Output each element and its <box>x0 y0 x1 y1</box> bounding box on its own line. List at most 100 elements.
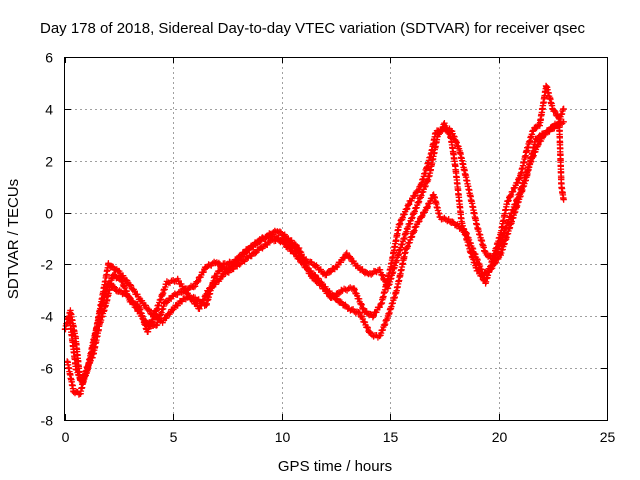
y-tick-label: -8 <box>41 413 54 429</box>
series-track-a <box>61 82 567 384</box>
data-point <box>560 105 567 113</box>
data-point <box>364 324 371 332</box>
y-tick-label: 6 <box>45 50 53 66</box>
data-point <box>215 268 223 275</box>
data-point <box>376 266 384 273</box>
data-point <box>292 241 300 249</box>
data-point <box>181 286 189 293</box>
data-point <box>236 261 243 268</box>
data-point <box>370 333 377 340</box>
data-point <box>546 127 553 134</box>
data-point <box>108 263 116 270</box>
y-axis-label: SDTVAR / TECUs <box>5 179 22 299</box>
data-point <box>545 128 552 135</box>
data-point <box>560 118 567 126</box>
axis-ticks: 0 5 10 15 20 25 -8 -6 -4 -2 0 2 4 6 <box>41 50 616 446</box>
data-point <box>194 278 201 286</box>
y-tick-label: 2 <box>45 154 53 170</box>
data-point <box>276 228 284 235</box>
data-point <box>411 192 419 199</box>
data-point <box>403 206 410 213</box>
data-point <box>509 188 517 195</box>
data-point <box>226 264 233 272</box>
x-tick-label: 10 <box>275 429 291 445</box>
x-tick-label: 15 <box>383 429 399 445</box>
data-point <box>343 249 350 257</box>
data-point <box>145 306 152 313</box>
data-point <box>196 305 203 312</box>
data-point <box>552 108 559 116</box>
data-point <box>195 277 202 284</box>
data-point <box>325 290 332 297</box>
data-point <box>551 107 558 114</box>
data-point <box>419 212 426 220</box>
data-point <box>326 268 334 276</box>
data-point <box>516 175 523 182</box>
data-point <box>149 310 157 317</box>
x-tick-label: 25 <box>600 429 616 445</box>
y-tick-label: 4 <box>45 102 53 118</box>
data-point <box>487 266 495 273</box>
data-point <box>337 298 344 305</box>
data-point <box>416 218 423 225</box>
chart-title: Day 178 of 2018, Sidereal Day-to-day VTE… <box>40 20 585 37</box>
series-track-c <box>66 118 567 388</box>
data-point <box>190 283 197 291</box>
data-point <box>379 272 386 279</box>
data-point <box>216 267 223 274</box>
data-point <box>219 273 227 280</box>
data-point <box>256 238 263 246</box>
data-point <box>234 256 241 263</box>
x-tick-label: 0 <box>62 429 70 445</box>
data-point <box>396 220 404 227</box>
data-point <box>252 250 259 257</box>
data-point <box>126 281 134 288</box>
data-point <box>180 285 188 292</box>
data-point <box>424 203 431 210</box>
data-point <box>415 186 422 193</box>
data-point <box>504 198 512 205</box>
data-point <box>560 196 567 203</box>
data-points <box>61 82 567 398</box>
data-point <box>488 265 496 272</box>
y-tick-label: -4 <box>41 309 54 325</box>
grid-lines <box>65 57 607 420</box>
data-point <box>440 126 447 133</box>
data-point <box>491 260 498 267</box>
data-point <box>351 286 358 293</box>
data-point <box>237 253 244 260</box>
data-point <box>370 312 377 319</box>
data-point <box>280 239 288 247</box>
data-point <box>127 282 135 289</box>
data-point <box>200 268 207 276</box>
data-point <box>122 276 130 284</box>
x-tick-label: 5 <box>170 429 178 445</box>
data-point <box>163 314 170 321</box>
data-point <box>340 255 348 262</box>
data-point <box>418 214 425 221</box>
y-tick-label: -6 <box>41 361 54 377</box>
data-point <box>361 319 369 326</box>
data-point <box>311 274 318 282</box>
x-tick-label: 20 <box>492 429 508 445</box>
plot-border <box>64 57 608 421</box>
data-point <box>281 240 289 248</box>
data-point <box>535 141 542 148</box>
data-point <box>423 204 430 211</box>
data-point <box>291 240 298 248</box>
data-point <box>123 277 131 284</box>
data-point <box>310 274 317 281</box>
x-axis-label: GPS time / hours <box>278 458 392 475</box>
data-point <box>142 302 149 309</box>
data-point <box>411 193 418 200</box>
data-point <box>213 272 220 280</box>
y-tick-label: 0 <box>45 206 53 222</box>
data-point <box>534 142 541 150</box>
data-point <box>358 301 365 308</box>
data-point <box>191 283 199 290</box>
data-point <box>376 303 383 311</box>
data-point <box>347 254 354 262</box>
data-point <box>378 271 386 278</box>
y-tick-label: -2 <box>41 257 54 273</box>
